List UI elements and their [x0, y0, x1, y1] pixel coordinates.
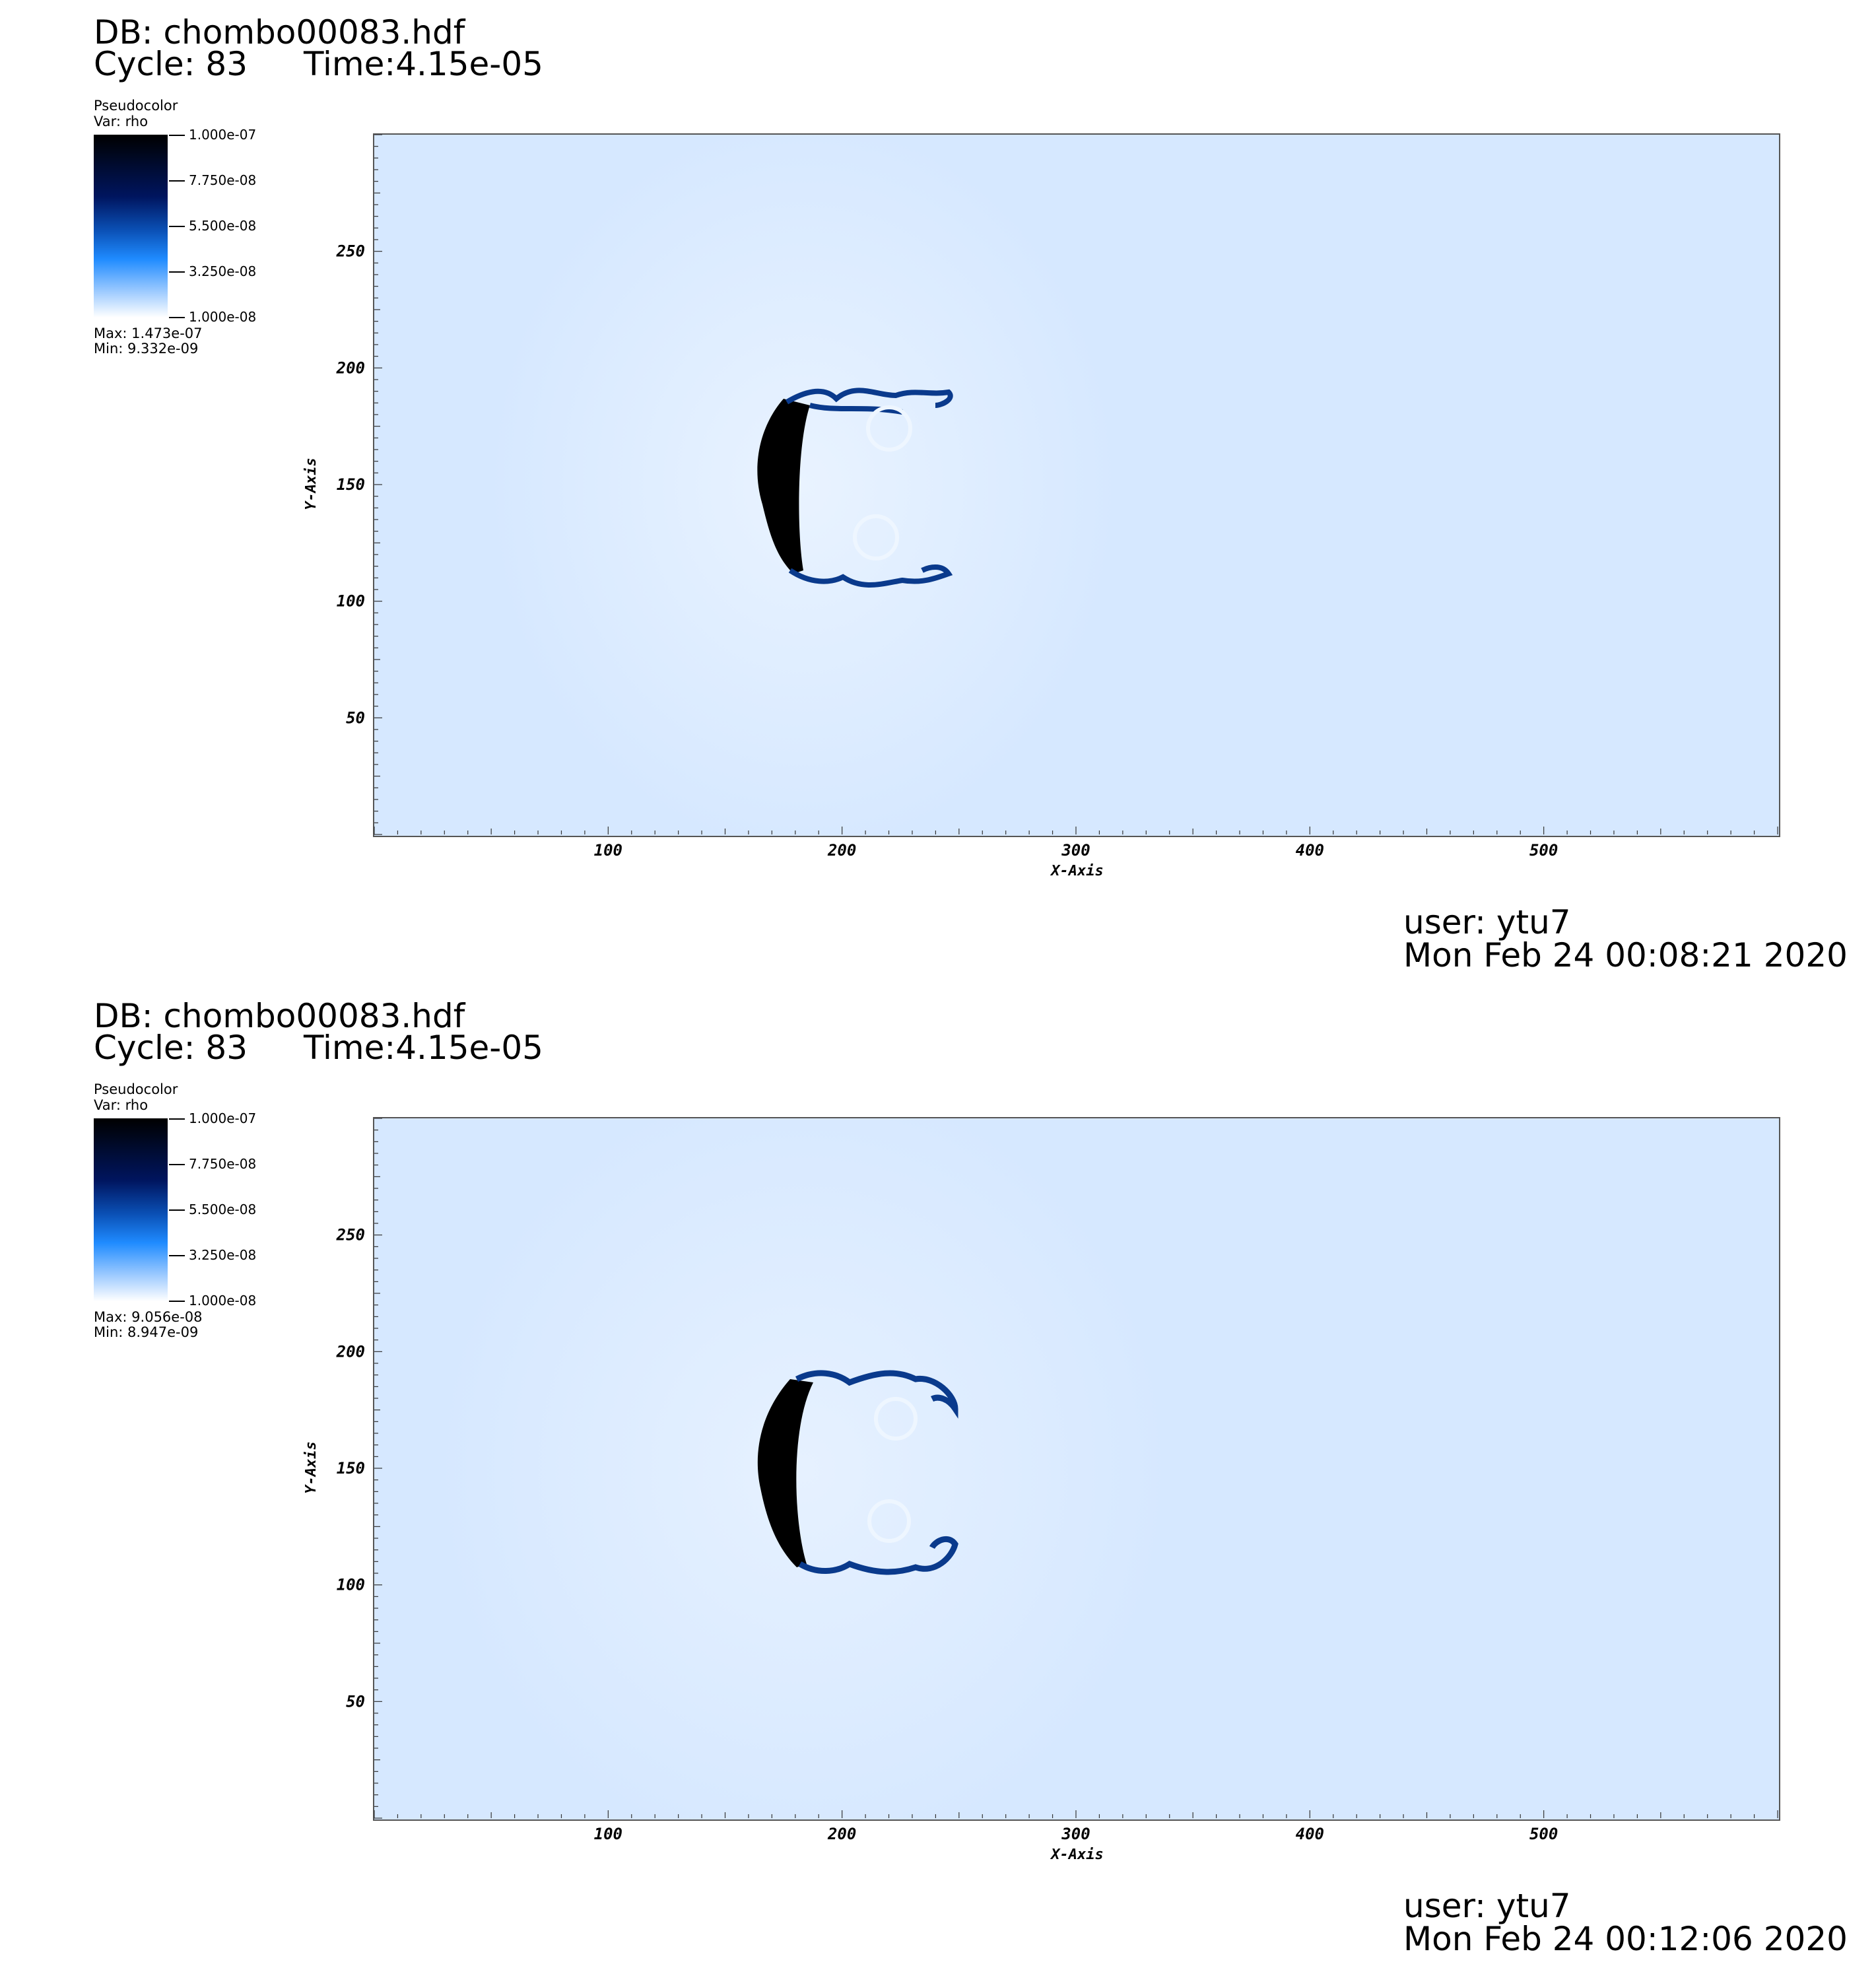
y-axis-label: Y-Axis: [303, 1441, 319, 1493]
axis-ticks: 100 200 300 400 500 50 100 150 200 250: [336, 1118, 1778, 1843]
colorbar-label: 1.000e-07: [189, 1110, 257, 1126]
density-field: [374, 135, 1779, 836]
colorbar-label: 3.250e-08: [189, 263, 257, 279]
axis-ticks: 100 200 300 400 500 50 100 150 200 250: [336, 134, 1778, 860]
colorbar-label: 5.500e-08: [189, 1202, 257, 1217]
legend-title: Pseudocolor: [94, 1081, 178, 1097]
colorbar-tick: [169, 226, 185, 227]
colorbar-label: 1.000e-07: [189, 127, 257, 143]
plot-area: [373, 133, 1780, 837]
colorbar-tick: [169, 1301, 185, 1302]
y-tick-label: 200: [336, 358, 365, 377]
x-tick-label: 300: [1061, 841, 1090, 860]
x-tick-label: 500: [1529, 841, 1558, 860]
colorbar-tick: [169, 1209, 185, 1211]
cycle-label: Cycle: 83: [94, 45, 248, 83]
legend-min: Min: 8.947e-09: [94, 1324, 199, 1340]
colorbar: [94, 135, 168, 318]
x-axis-label: X-Axis: [1050, 1847, 1103, 1863]
legend-max: Max: 9.056e-08: [94, 1309, 203, 1325]
cycle-label: Cycle: 83: [94, 1029, 248, 1067]
x-tick-label: 500: [1529, 1825, 1558, 1843]
colorbar-tick: [169, 271, 185, 273]
colorbar-label: 5.500e-08: [189, 218, 257, 234]
y-axis-label: Y-Axis: [303, 458, 319, 510]
colorbar-tick: [169, 180, 185, 182]
date-label: Mon Feb 24 00:12:06 2020: [1403, 1920, 1848, 1958]
x-tick-label: 400: [1296, 841, 1324, 860]
plot-area: [373, 1117, 1780, 1821]
shock-feature: [757, 388, 953, 588]
plot-panel-2: DB: chombo00083.hdf Cycle: 83 Time:4.15e…: [0, 984, 1876, 1967]
y-tick-label: 150: [337, 475, 365, 494]
time-label: Time:4.15e-05: [304, 1029, 543, 1067]
x-tick-label: 100: [594, 841, 622, 860]
colorbar-label: 1.000e-08: [189, 309, 257, 325]
colorbar-tick: [169, 317, 185, 318]
y-tick-label: 100: [337, 592, 365, 611]
x-tick-label: 200: [827, 841, 856, 860]
x-axis-label: X-Axis: [1050, 863, 1103, 879]
x-tick-label: 200: [827, 1825, 856, 1843]
y-tick-label: 50: [346, 708, 365, 727]
colorbar-label: 7.750e-08: [189, 172, 257, 188]
colorbar-tick: [169, 1164, 185, 1165]
x-tick-label: 100: [594, 1825, 622, 1843]
legend-max: Max: 1.473e-07: [94, 325, 203, 341]
colorbar-label: 7.750e-08: [189, 1156, 257, 1172]
y-tick-label: 150: [337, 1459, 365, 1478]
shock-feature: [757, 1370, 958, 1575]
y-tick-label: 250: [336, 242, 365, 261]
y-tick-label: 200: [336, 1342, 365, 1361]
colorbar-label: 3.250e-08: [189, 1247, 257, 1263]
y-tick-label: 50: [346, 1692, 365, 1711]
colorbar-label: 1.000e-08: [189, 1293, 257, 1308]
y-tick-label: 100: [337, 1576, 365, 1594]
density-field: [374, 1118, 1779, 1819]
time-label: Time:4.15e-05: [304, 45, 543, 83]
plot-panel-1: DB: chombo00083.hdf Cycle: 83 Time:4.15e…: [0, 0, 1876, 984]
x-tick-label: 400: [1296, 1825, 1324, 1843]
colorbar: [94, 1118, 168, 1301]
colorbar-tick: [169, 1255, 185, 1256]
legend-min: Min: 9.332e-09: [94, 341, 199, 357]
user-label: user: ytu7: [1403, 1887, 1571, 1925]
axes: 100 200 300 400 500 50 100 150 200 250 X-Axis Y-A…: [303, 134, 1778, 879]
db-label: DB: chombo00083.hdf: [94, 13, 465, 51]
user-label: user: ytu7: [1403, 903, 1571, 941]
colorbar-tick: [169, 1118, 185, 1120]
x-tick-label: 300: [1061, 1825, 1090, 1843]
colorbar-tick: [169, 135, 185, 136]
db-label: DB: chombo00083.hdf: [94, 997, 465, 1035]
date-label: Mon Feb 24 00:08:21 2020: [1403, 936, 1848, 974]
y-tick-label: 250: [336, 1226, 365, 1244]
legend-title: Pseudocolor: [94, 98, 178, 114]
axes: 100 200 300 400 500 50 100 150 200 250 X-Axis Y-A…: [303, 1118, 1778, 1863]
legend-var: Var: rho: [94, 114, 149, 129]
legend-var: Var: rho: [94, 1097, 149, 1113]
